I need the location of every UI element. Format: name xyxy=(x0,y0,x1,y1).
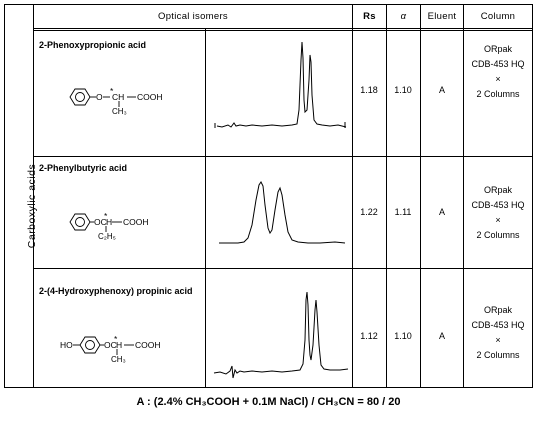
row-2-compound-name: 2-Phenylbutyric acid xyxy=(39,163,128,173)
row-1-rs-value: 1.18 xyxy=(360,85,378,95)
row-2-h-atom: H xyxy=(106,217,113,227)
row-1-column-line-2: CDB-453 HQ xyxy=(471,59,525,69)
row-3-substituent: CH₃ xyxy=(111,355,126,364)
row-2-oc-group: OC xyxy=(94,217,107,227)
row-3-alpha-value: 1.10 xyxy=(394,331,412,341)
eluent-footnote: A : (2.4% CH₃COOH + 0.1M NaCl) / CH₃CN =… xyxy=(136,396,401,408)
row-3-hydroxy-group: HO xyxy=(60,340,73,350)
row-1-eluent-value: A xyxy=(438,85,445,95)
row-1-column-line-1: ORpak xyxy=(483,44,512,54)
chromatogram-trace-1 xyxy=(214,41,347,128)
row-2-column-line-3: × xyxy=(495,215,501,225)
structure-ring-2 xyxy=(69,213,122,232)
chromatogram-trace-3 xyxy=(213,291,349,379)
row-1-ch-group: CH xyxy=(112,92,125,102)
row-1-acid-group: COOH xyxy=(137,92,163,102)
row-2-rs-value: 1.22 xyxy=(360,207,378,217)
row-3-chiral-marker: * xyxy=(114,334,118,344)
chromatogram-trace-2 xyxy=(219,181,346,244)
row-3-eluent-value: A xyxy=(438,331,445,341)
row-3-acid-group: COOH xyxy=(135,340,161,350)
structure-ring-3 xyxy=(73,336,134,355)
row-2-column-line-2: CDB-453 HQ xyxy=(471,200,525,210)
row-2-alpha-value: 1.11 xyxy=(394,207,412,217)
row-2-acid-group: COOH xyxy=(123,217,149,227)
row-2-column-line-4: 2 Columns xyxy=(476,230,520,240)
structure-ring-1 xyxy=(69,88,136,107)
row-1-compound-name: 2-Phenoxypropionic acid xyxy=(39,40,147,50)
row-1-column-line-3: × xyxy=(495,74,501,84)
row-1-alpha-value: 1.10 xyxy=(394,85,412,95)
row-1-ether-oxygen: O xyxy=(96,92,103,102)
header-column: Column xyxy=(480,11,516,22)
header-rs: Rs xyxy=(363,11,376,22)
row-3-column-line-4: 2 Columns xyxy=(476,350,520,360)
row-3-column-line-2: CDB-453 HQ xyxy=(471,320,525,330)
row-3-column-line-3: × xyxy=(495,335,501,345)
row-3-rs-value: 1.12 xyxy=(360,331,378,341)
row-3-column-line-1: ORpak xyxy=(483,305,512,315)
row-1-column: ORpak CDB-453 HQ × 2 Columns xyxy=(462,42,534,102)
header-alpha: α xyxy=(400,11,407,22)
row-3-compound-name: 2-(4-Hydroxyphenoxy) propinic acid xyxy=(39,286,193,296)
header-eluent: Eluent xyxy=(427,11,457,22)
row-2-eluent-value: A xyxy=(438,207,445,217)
row-3-column: ORpak CDB-453 HQ × 2 Columns xyxy=(462,303,534,363)
row-1-column-line-4: 2 Columns xyxy=(476,89,520,99)
row-1-chiral-marker: * xyxy=(110,86,114,96)
row-2-column-line-1: ORpak xyxy=(483,185,512,195)
carboxylic-acids-label: Carboxylic acids xyxy=(26,163,38,249)
row-3-h-atom: H xyxy=(116,340,123,350)
row-1-substituent: CH₃ xyxy=(112,107,127,116)
row-2-substituent: C₂H₅ xyxy=(98,232,116,241)
header-optical-isomers: Optical isomers xyxy=(158,11,228,22)
row-3-oc-group: OC xyxy=(104,340,117,350)
row-2-column: ORpak CDB-453 HQ × 2 Columns xyxy=(462,183,534,243)
row-2-chiral-marker: * xyxy=(104,211,108,221)
